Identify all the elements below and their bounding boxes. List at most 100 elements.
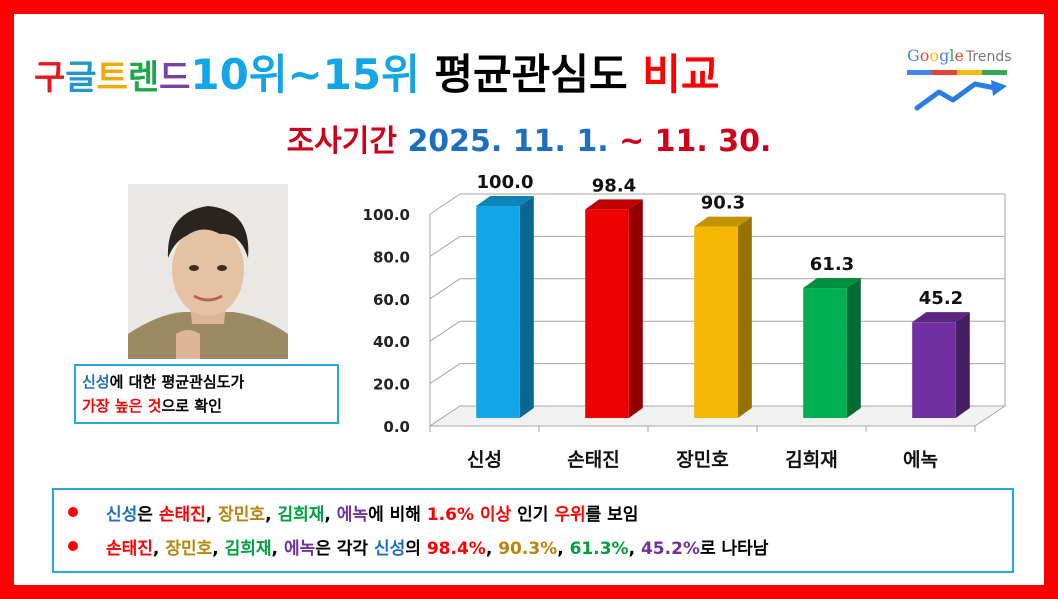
bar-top xyxy=(694,216,752,227)
text-run: 에 비해 xyxy=(368,505,427,525)
bar-side xyxy=(628,199,643,418)
text-run: 손태진 xyxy=(106,539,153,559)
text-run: 에녹 xyxy=(336,505,369,525)
bar xyxy=(912,312,970,418)
trends-wordmark: Trends xyxy=(965,49,1012,65)
person-photo xyxy=(128,184,288,359)
text-run: 45.2% xyxy=(640,539,700,559)
text-run: 은 각각 xyxy=(315,539,374,559)
y-tick-label: 40.0 xyxy=(373,333,410,351)
text-run: 에녹 xyxy=(283,539,316,559)
title-part: 구 xyxy=(34,58,66,98)
text-run: 에 대한 평균관심도가 xyxy=(109,373,245,391)
survey-period: 조사기간 2025. 11. 1. ~ 11. 30. xyxy=(0,116,1058,160)
y-tick-label: 100.0 xyxy=(363,206,410,224)
text-run: , xyxy=(271,539,284,559)
bar xyxy=(476,196,534,418)
bar-top xyxy=(803,278,861,289)
text-run: 의 xyxy=(405,539,427,559)
bar-front xyxy=(585,209,629,418)
bar-side xyxy=(955,312,970,418)
google-wordmark: Google xyxy=(907,46,964,65)
trend-arrow-icon xyxy=(914,80,1007,111)
bar-front xyxy=(476,206,520,418)
x-tick-label: 에녹 xyxy=(903,449,938,471)
bar-side xyxy=(846,278,861,418)
text-run: 장민호 xyxy=(218,505,266,525)
gridline-side xyxy=(429,235,461,257)
title-part: 렌 xyxy=(127,58,160,98)
text-run: 으로 확인 xyxy=(161,397,222,415)
text-run: , xyxy=(324,505,337,525)
gridline-side xyxy=(429,363,461,385)
y-tick-label: 0.0 xyxy=(383,418,410,436)
text-run: 61.3% xyxy=(569,539,629,559)
data-label: 61.3 xyxy=(810,254,854,275)
text-run: 신성 xyxy=(82,373,110,391)
text-run: 장민호 xyxy=(165,539,213,559)
x-tick-label: 손태진 xyxy=(567,449,619,471)
summary-box: 신성은 손태진, 장민호, 김희재, 에녹에 비해 1.6% 이상 인기 우위를… xyxy=(52,488,1014,573)
summary-text: 신성은 손태진, 장민호, 김희재, 에녹에 비해 1.6% 이상 인기 우위를… xyxy=(106,500,638,525)
bar-top xyxy=(476,196,534,206)
text-run: 90.3% xyxy=(498,539,558,559)
bar-top xyxy=(585,199,643,210)
photo-caption: 신성에 대한 평균관심도가 가장 높은 것으로 확인 xyxy=(74,364,339,424)
survey-period-end: ~ 11. 30. xyxy=(619,124,772,159)
caption-line: 가장 높은 것으로 확인 xyxy=(82,394,331,418)
survey-period-label: 조사기간 xyxy=(286,124,408,159)
text-run: 손태진 xyxy=(158,505,206,525)
bullet-icon xyxy=(68,507,78,517)
y-tick-label: 80.0 xyxy=(373,248,410,266)
text-run: , xyxy=(485,539,499,559)
text-run: 인기 xyxy=(511,505,555,525)
google-colors-bar xyxy=(907,70,1007,75)
title-part: 평균관심도 xyxy=(419,50,643,99)
title-part: 트 xyxy=(96,58,128,98)
caption-line: 신성에 대한 평균관심도가 xyxy=(82,370,331,394)
survey-period-start: 2025. 11. 1. xyxy=(407,124,620,159)
bar-front xyxy=(912,322,956,418)
title-part: 10위~15위 xyxy=(190,50,420,99)
data-label: 45.2 xyxy=(919,288,963,309)
page-title: 구글트렌드10위~15위 평균관심도 비교 xyxy=(34,44,874,106)
title-part: 드 xyxy=(159,58,191,98)
title-part: 비교 xyxy=(642,50,720,99)
text-run: 로 나타남 xyxy=(699,539,769,559)
x-tick-label: 신성 xyxy=(467,449,502,471)
text-run: , xyxy=(205,505,219,525)
text-run: 가장 높은 것 xyxy=(82,397,162,415)
summary-text: 손태진, 장민호, 김희재, 에녹은 각각 신성의 98.4%, 90.3%, … xyxy=(106,534,768,559)
title-part: 글 xyxy=(65,58,97,98)
bar xyxy=(694,216,752,418)
text-run: , xyxy=(265,505,278,525)
text-run: 신성 xyxy=(373,539,406,559)
bar xyxy=(803,278,861,418)
bar-top xyxy=(912,312,970,323)
data-label: 100.0 xyxy=(477,172,534,193)
data-label: 90.3 xyxy=(701,193,745,214)
y-tick-label: 20.0 xyxy=(373,376,410,394)
bar xyxy=(585,199,643,418)
text-run: 김희재 xyxy=(224,539,272,559)
gridline-side xyxy=(429,193,461,215)
google-trends-wordmark: Google Trends xyxy=(907,46,1012,65)
bar-chart: 0.0 20.0 40.0 60.0 80.0 100.0 100.0 신성 98.4 손태진 90… xyxy=(363,172,1007,471)
bullet-icon xyxy=(68,541,78,551)
text-run: 은 xyxy=(137,505,159,525)
data-label: 98.4 xyxy=(592,175,636,196)
bar-side xyxy=(737,216,752,418)
text-run: 1.6% 이상 xyxy=(426,505,512,525)
y-tick-label: 60.0 xyxy=(373,291,410,309)
bar-side xyxy=(519,196,534,418)
text-run: 98.4% xyxy=(426,539,486,559)
gridline-side xyxy=(429,320,461,342)
text-run: 김희재 xyxy=(277,505,325,525)
text-run: , xyxy=(152,539,166,559)
text-run: 를 보임 xyxy=(585,505,639,525)
gridline-side xyxy=(429,278,461,300)
text-run: 신성 xyxy=(106,505,138,525)
google-trends-logo: Google Trends xyxy=(905,46,1013,112)
text-run: , xyxy=(628,539,641,559)
x-tick-label: 장민호 xyxy=(676,449,728,471)
